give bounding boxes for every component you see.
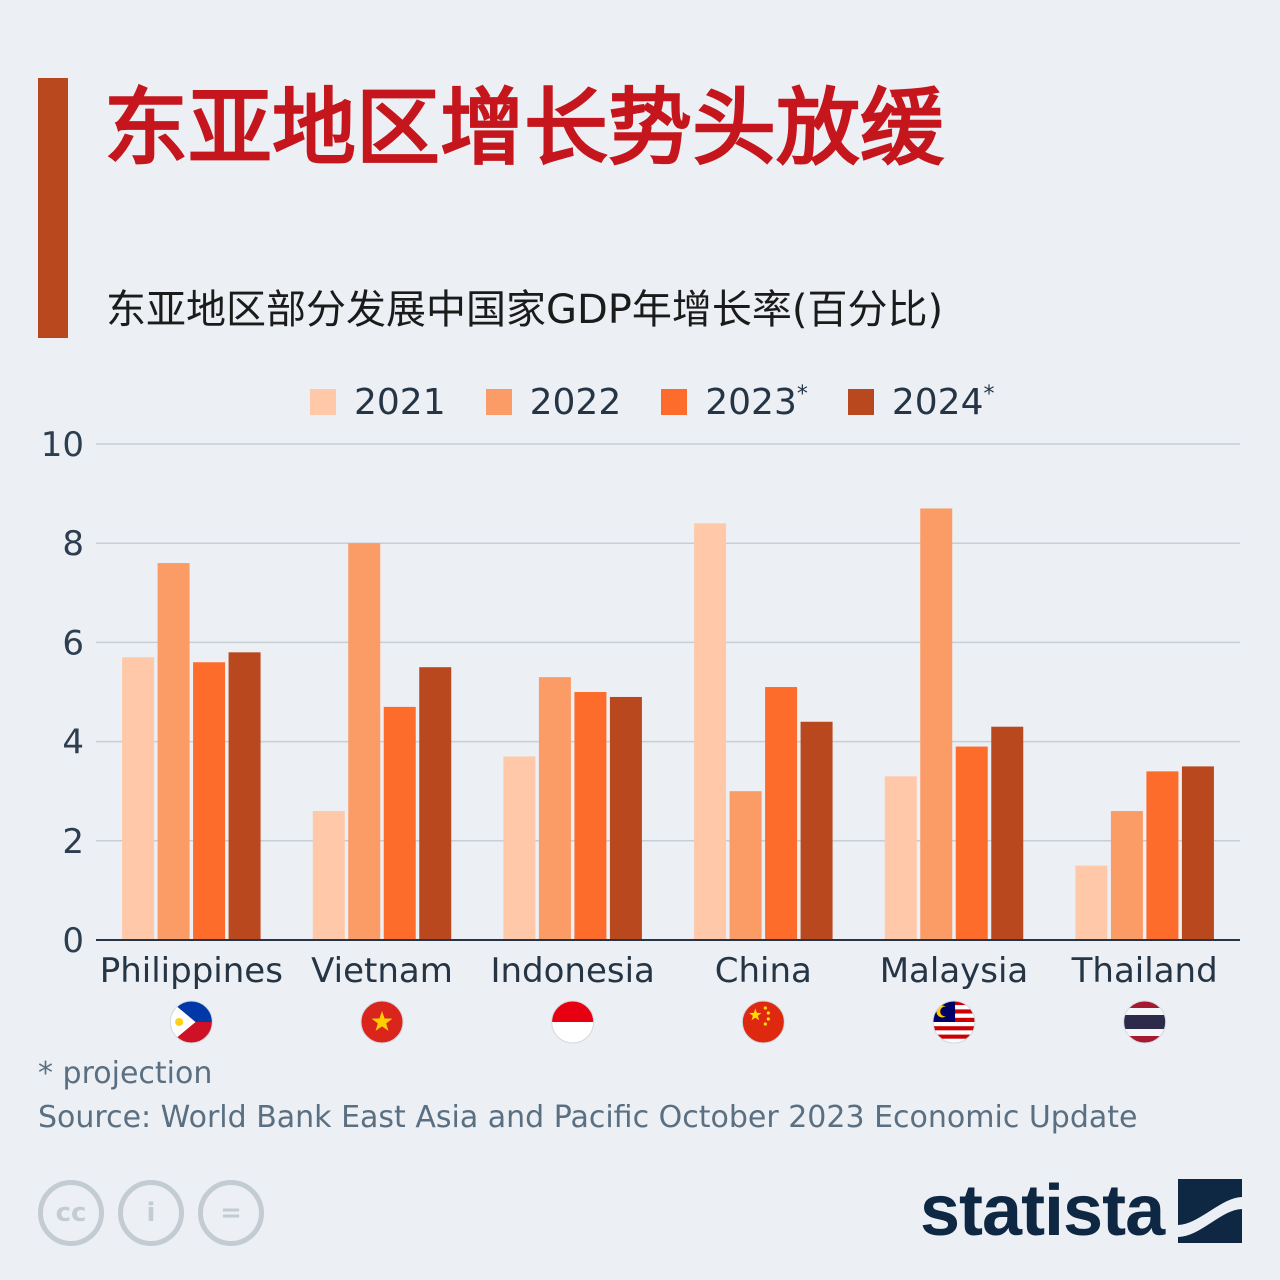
legend-label-2023: 2023* bbox=[705, 381, 808, 423]
projection-footnote: * projection bbox=[38, 1056, 213, 1091]
bar-vietnam-2022 bbox=[348, 543, 381, 940]
legend-item-2024: 2024* bbox=[847, 381, 995, 423]
bar-indonesia-2024 bbox=[609, 696, 642, 940]
category-label-vietnam: Vietnam bbox=[311, 951, 453, 991]
legend-label-2022: 2022 bbox=[529, 381, 622, 423]
chart-subtitle: 东亚地区部分发展中国家GDP年增长率(百分比) bbox=[106, 287, 944, 333]
y-tick-label-0: 0 bbox=[62, 921, 84, 961]
category-label-philippines: Philippines bbox=[100, 951, 283, 991]
bar-philippines-2021 bbox=[122, 657, 155, 940]
bar-thailand-2022 bbox=[1110, 811, 1143, 940]
bar-china-2022 bbox=[729, 791, 762, 940]
statista-logo[interactable]: statista bbox=[920, 1170, 1243, 1252]
philippines-flag-icon bbox=[169, 1000, 213, 1044]
legend-swatch-2024 bbox=[847, 389, 874, 415]
legend-item-2022: 2022 bbox=[485, 381, 622, 423]
bar-vietnam-2023 bbox=[383, 706, 416, 940]
indonesia-flag-icon bbox=[551, 1000, 595, 1044]
bar-philippines-2024 bbox=[228, 652, 261, 940]
legend-label-2024: 2024* bbox=[891, 381, 995, 423]
bar-indonesia-2023 bbox=[574, 692, 607, 940]
bar-vietnam-2021 bbox=[312, 811, 345, 940]
chart-title: 东亚地区增长势头放缓 bbox=[104, 79, 945, 177]
bar-malaysia-2024 bbox=[991, 726, 1024, 940]
category-label-indonesia: Indonesia bbox=[490, 951, 654, 991]
bar-philippines-2022 bbox=[157, 563, 190, 940]
china-flag-icon bbox=[741, 1000, 785, 1044]
source-note: Source: World Bank East Asia and Pacific… bbox=[38, 1100, 1138, 1135]
bar-vietnam-2024 bbox=[419, 667, 452, 940]
cc-icon[interactable]: cc bbox=[38, 1180, 104, 1246]
bar-china-2023 bbox=[765, 687, 798, 940]
license-icons: cc i = bbox=[38, 1180, 278, 1246]
bar-china-2021 bbox=[694, 523, 727, 940]
category-label-malaysia: Malaysia bbox=[880, 951, 1029, 991]
bar-indonesia-2022 bbox=[538, 677, 571, 940]
statista-mark-icon bbox=[1178, 1179, 1243, 1243]
y-tick-label-4: 4 bbox=[62, 723, 84, 763]
bar-thailand-2023 bbox=[1146, 771, 1179, 940]
bar-thailand-2021 bbox=[1075, 865, 1108, 940]
legend-label-2021: 2021 bbox=[354, 381, 446, 423]
category-label-china: China bbox=[715, 951, 812, 991]
chart-legend: 2021 2022 2023* 2024* bbox=[310, 378, 1035, 426]
bar-thailand-2024 bbox=[1181, 766, 1214, 940]
bar-malaysia-2023 bbox=[955, 746, 988, 940]
bar-malaysia-2021 bbox=[884, 776, 917, 940]
statista-wordmark: statista bbox=[920, 1171, 1165, 1251]
y-tick-label-8: 8 bbox=[62, 524, 84, 564]
bar-china-2024 bbox=[800, 721, 833, 940]
bar-malaysia-2022 bbox=[920, 508, 953, 940]
legend-item-2023: 2023* bbox=[661, 382, 808, 423]
category-label-thailand: Thailand bbox=[1071, 951, 1218, 991]
y-tick-label-6: 6 bbox=[62, 623, 84, 663]
attribution-icon[interactable]: i bbox=[118, 1180, 184, 1246]
no-derivatives-icon[interactable]: = bbox=[198, 1180, 264, 1246]
y-tick-label-10: 10 bbox=[41, 425, 84, 465]
legend-swatch-2022 bbox=[485, 389, 512, 415]
y-tick-label-2: 2 bbox=[62, 822, 84, 862]
legend-swatch-2021 bbox=[310, 389, 336, 415]
bar-philippines-2023 bbox=[193, 662, 226, 940]
title-accent-bar bbox=[38, 78, 68, 338]
bar-indonesia-2021 bbox=[503, 756, 536, 940]
thailand-flag-icon bbox=[1123, 1000, 1167, 1044]
legend-item-2021: 2021 bbox=[310, 382, 446, 423]
legend-swatch-2023 bbox=[661, 389, 688, 415]
bar-chart: 0 2 4 6 8 10 Philippines Vietnam Indonesia China M… bbox=[41, 425, 1240, 1044]
malaysia-flag-icon bbox=[932, 1000, 976, 1044]
vietnam-flag-icon bbox=[360, 1000, 404, 1044]
